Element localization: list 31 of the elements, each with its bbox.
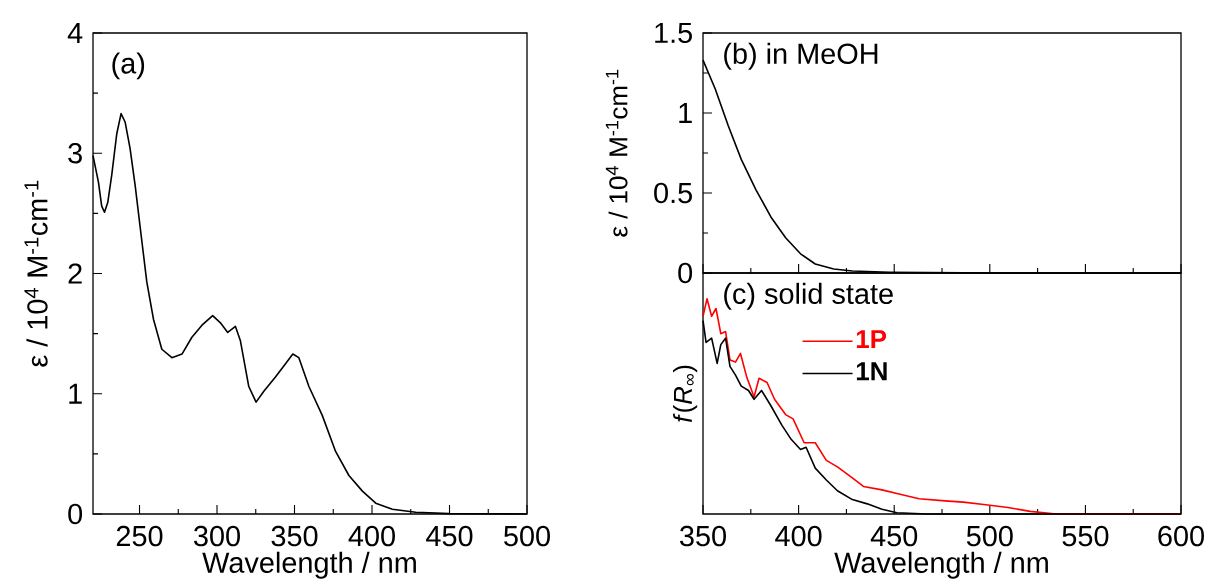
x-tick-label: 500 — [966, 525, 1013, 547]
y-tick-label: 0.5 — [654, 182, 692, 204]
y-tick-label: 3 — [68, 143, 82, 164]
x-tick-label: 500 — [504, 525, 550, 547]
legend-label: 1N — [856, 362, 887, 381]
x-axis-title: Wavelength / nm — [202, 551, 416, 579]
x-tick-label: 350 — [271, 525, 318, 547]
x-tick-label: 400 — [348, 525, 395, 547]
chart-title: (c) solid state — [724, 282, 893, 310]
text: (a) — [112, 52, 145, 80]
y-axis-title: ε / 10$^{4}$ M$^{-1}$cm$^{-1}$ — [605, 69, 628, 237]
legend-label: 1P — [856, 330, 887, 349]
x-tick-label: 550 — [1062, 525, 1109, 547]
y-tick-label: 1.5 — [655, 22, 692, 44]
y-tick-label: 0 — [678, 262, 693, 284]
x-tick-label: 250 — [116, 525, 163, 547]
x-axis-title: Wavelength / nm — [834, 551, 1048, 579]
y-tick-label: 4 — [67, 23, 83, 43]
y-tick-label: 1 — [69, 383, 82, 404]
y-axis-title: ε / 10$^{4}$ M$^{-1}$cm$^{-1}$ — [24, 180, 48, 367]
x-tick-label: 450 — [426, 525, 473, 547]
y-tick-label: 1 — [679, 103, 692, 123]
x-tick-label: 450 — [870, 525, 918, 547]
x-tick-label: 600 — [1158, 525, 1204, 547]
x-tick-label: 400 — [775, 525, 822, 547]
y-tick-label: 2 — [68, 263, 82, 284]
y-tick-label: 0 — [68, 503, 83, 525]
x-tick-label: 300 — [194, 525, 240, 547]
chart-title: (b) in MeOH — [724, 42, 878, 70]
y-axis-title: f(R$_{∞}$) — [673, 365, 698, 423]
x-tick-label: 350 — [680, 525, 726, 547]
